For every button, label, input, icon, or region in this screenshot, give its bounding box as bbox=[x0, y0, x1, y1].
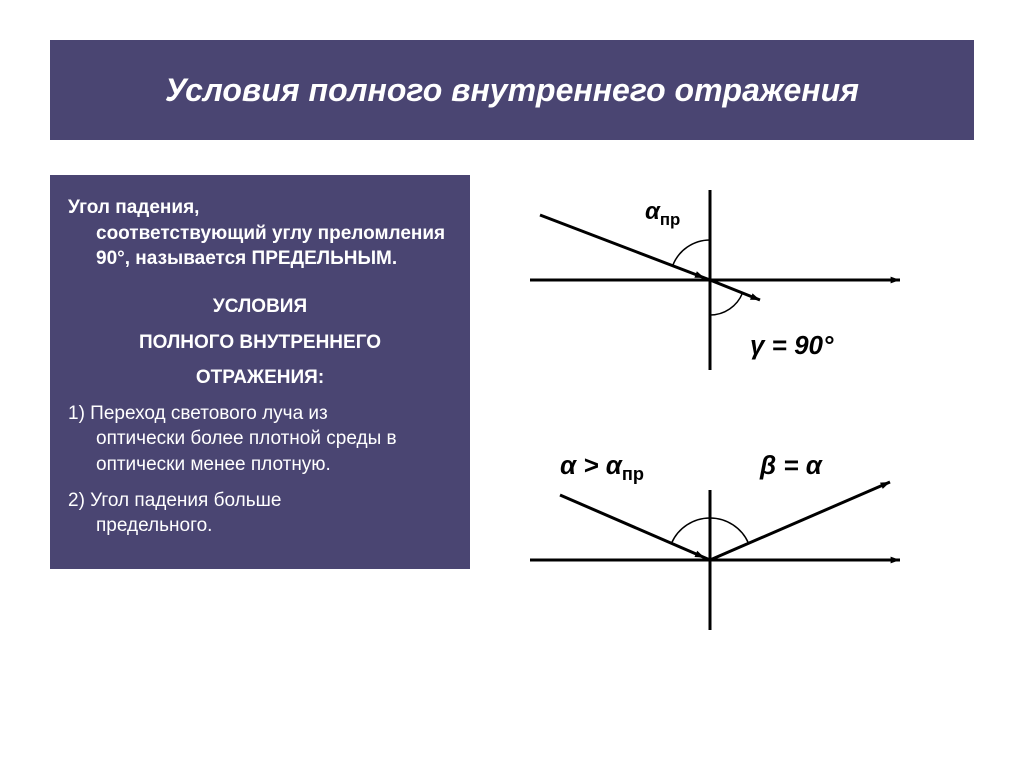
diagram-area: αпр γ = 90° α > αпр β = α bbox=[500, 180, 980, 700]
alpha-sub: пр bbox=[660, 210, 680, 229]
diagram-total-reflection: α > αпр β = α bbox=[500, 450, 920, 650]
conditions-title: УСЛОВИЯ bbox=[68, 294, 452, 320]
alpha-gt-text: α > α bbox=[560, 450, 622, 480]
item1-lead: 1) Переход светового луча из bbox=[68, 403, 328, 424]
label-beta-eq-alpha: β = α bbox=[760, 450, 822, 481]
diagram1-svg bbox=[500, 180, 920, 380]
conditions-sub2: ОТРАЖЕНИЯ: bbox=[68, 365, 452, 391]
label-alpha-gt-alphapr: α > αпр bbox=[560, 450, 644, 485]
title-header: Условия полного внутреннего отражения bbox=[50, 40, 974, 140]
condition-item-2: 2) Угол падения больше предельного. bbox=[68, 488, 452, 539]
alpha-symbol: α bbox=[645, 198, 660, 225]
title-text: Условия полного внутреннего отражения bbox=[165, 72, 859, 109]
intro-line1: Угол падения, bbox=[68, 197, 199, 218]
label-alpha-pr: αпр bbox=[645, 198, 680, 230]
condition-item-1: 1) Переход светового луча из оптически б… bbox=[68, 401, 452, 478]
diagram-critical-angle: αпр γ = 90° bbox=[500, 180, 920, 380]
sidebar-text-box: Угол падения, соответствующий углу прело… bbox=[50, 175, 470, 569]
intro-rest: соответствующий углу преломления 90°, на… bbox=[68, 221, 452, 272]
conditions-sub1: ПОЛНОГО ВНУТРЕННЕГО bbox=[68, 330, 452, 356]
label-gamma-90: γ = 90° bbox=[750, 330, 833, 361]
item2-rest: предельного. bbox=[68, 513, 212, 539]
intro-paragraph: Угол падения, соответствующий углу прело… bbox=[68, 195, 452, 272]
alpha-gt-sub: пр bbox=[622, 464, 644, 484]
item2-lead: 2) Угол падения больше bbox=[68, 490, 281, 511]
item1-rest: оптически более плотной среды в оптическ… bbox=[68, 426, 452, 477]
